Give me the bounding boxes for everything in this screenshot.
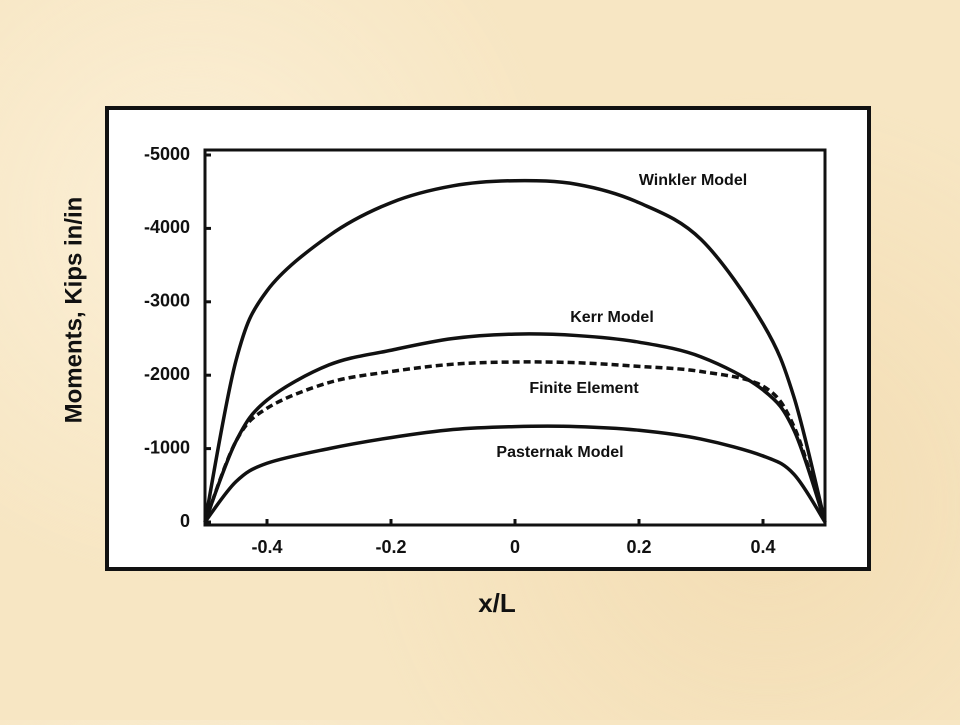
series-label: Winkler Model [639, 172, 747, 189]
y-tick-label: -4000 [144, 217, 190, 237]
y-tick-label: -2000 [144, 364, 190, 384]
series-label: Finite Element [529, 380, 639, 397]
series-line [203, 360, 827, 523]
y-tick-label: 0 [180, 511, 190, 531]
series-line [203, 178, 827, 523]
series-label: Kerr Model [570, 309, 654, 326]
series-label: Pasternak Model [496, 444, 623, 461]
x-tick-label: -0.2 [375, 537, 406, 557]
y-tick-label: -1000 [144, 437, 190, 457]
y-axis-label: Moments, Kips in/in [60, 197, 87, 424]
y-tick-label: -3000 [144, 291, 190, 311]
series-line [203, 332, 827, 523]
x-axis-label: x/L [478, 588, 516, 618]
chart-frame [105, 106, 871, 571]
x-tick-label: 0.2 [626, 537, 651, 557]
series-line [203, 424, 827, 524]
x-tick-label: -0.4 [251, 537, 282, 557]
x-tick-label: 0.4 [750, 537, 775, 557]
y-tick-label: -5000 [144, 144, 190, 164]
x-tick-label: 0 [510, 537, 520, 557]
